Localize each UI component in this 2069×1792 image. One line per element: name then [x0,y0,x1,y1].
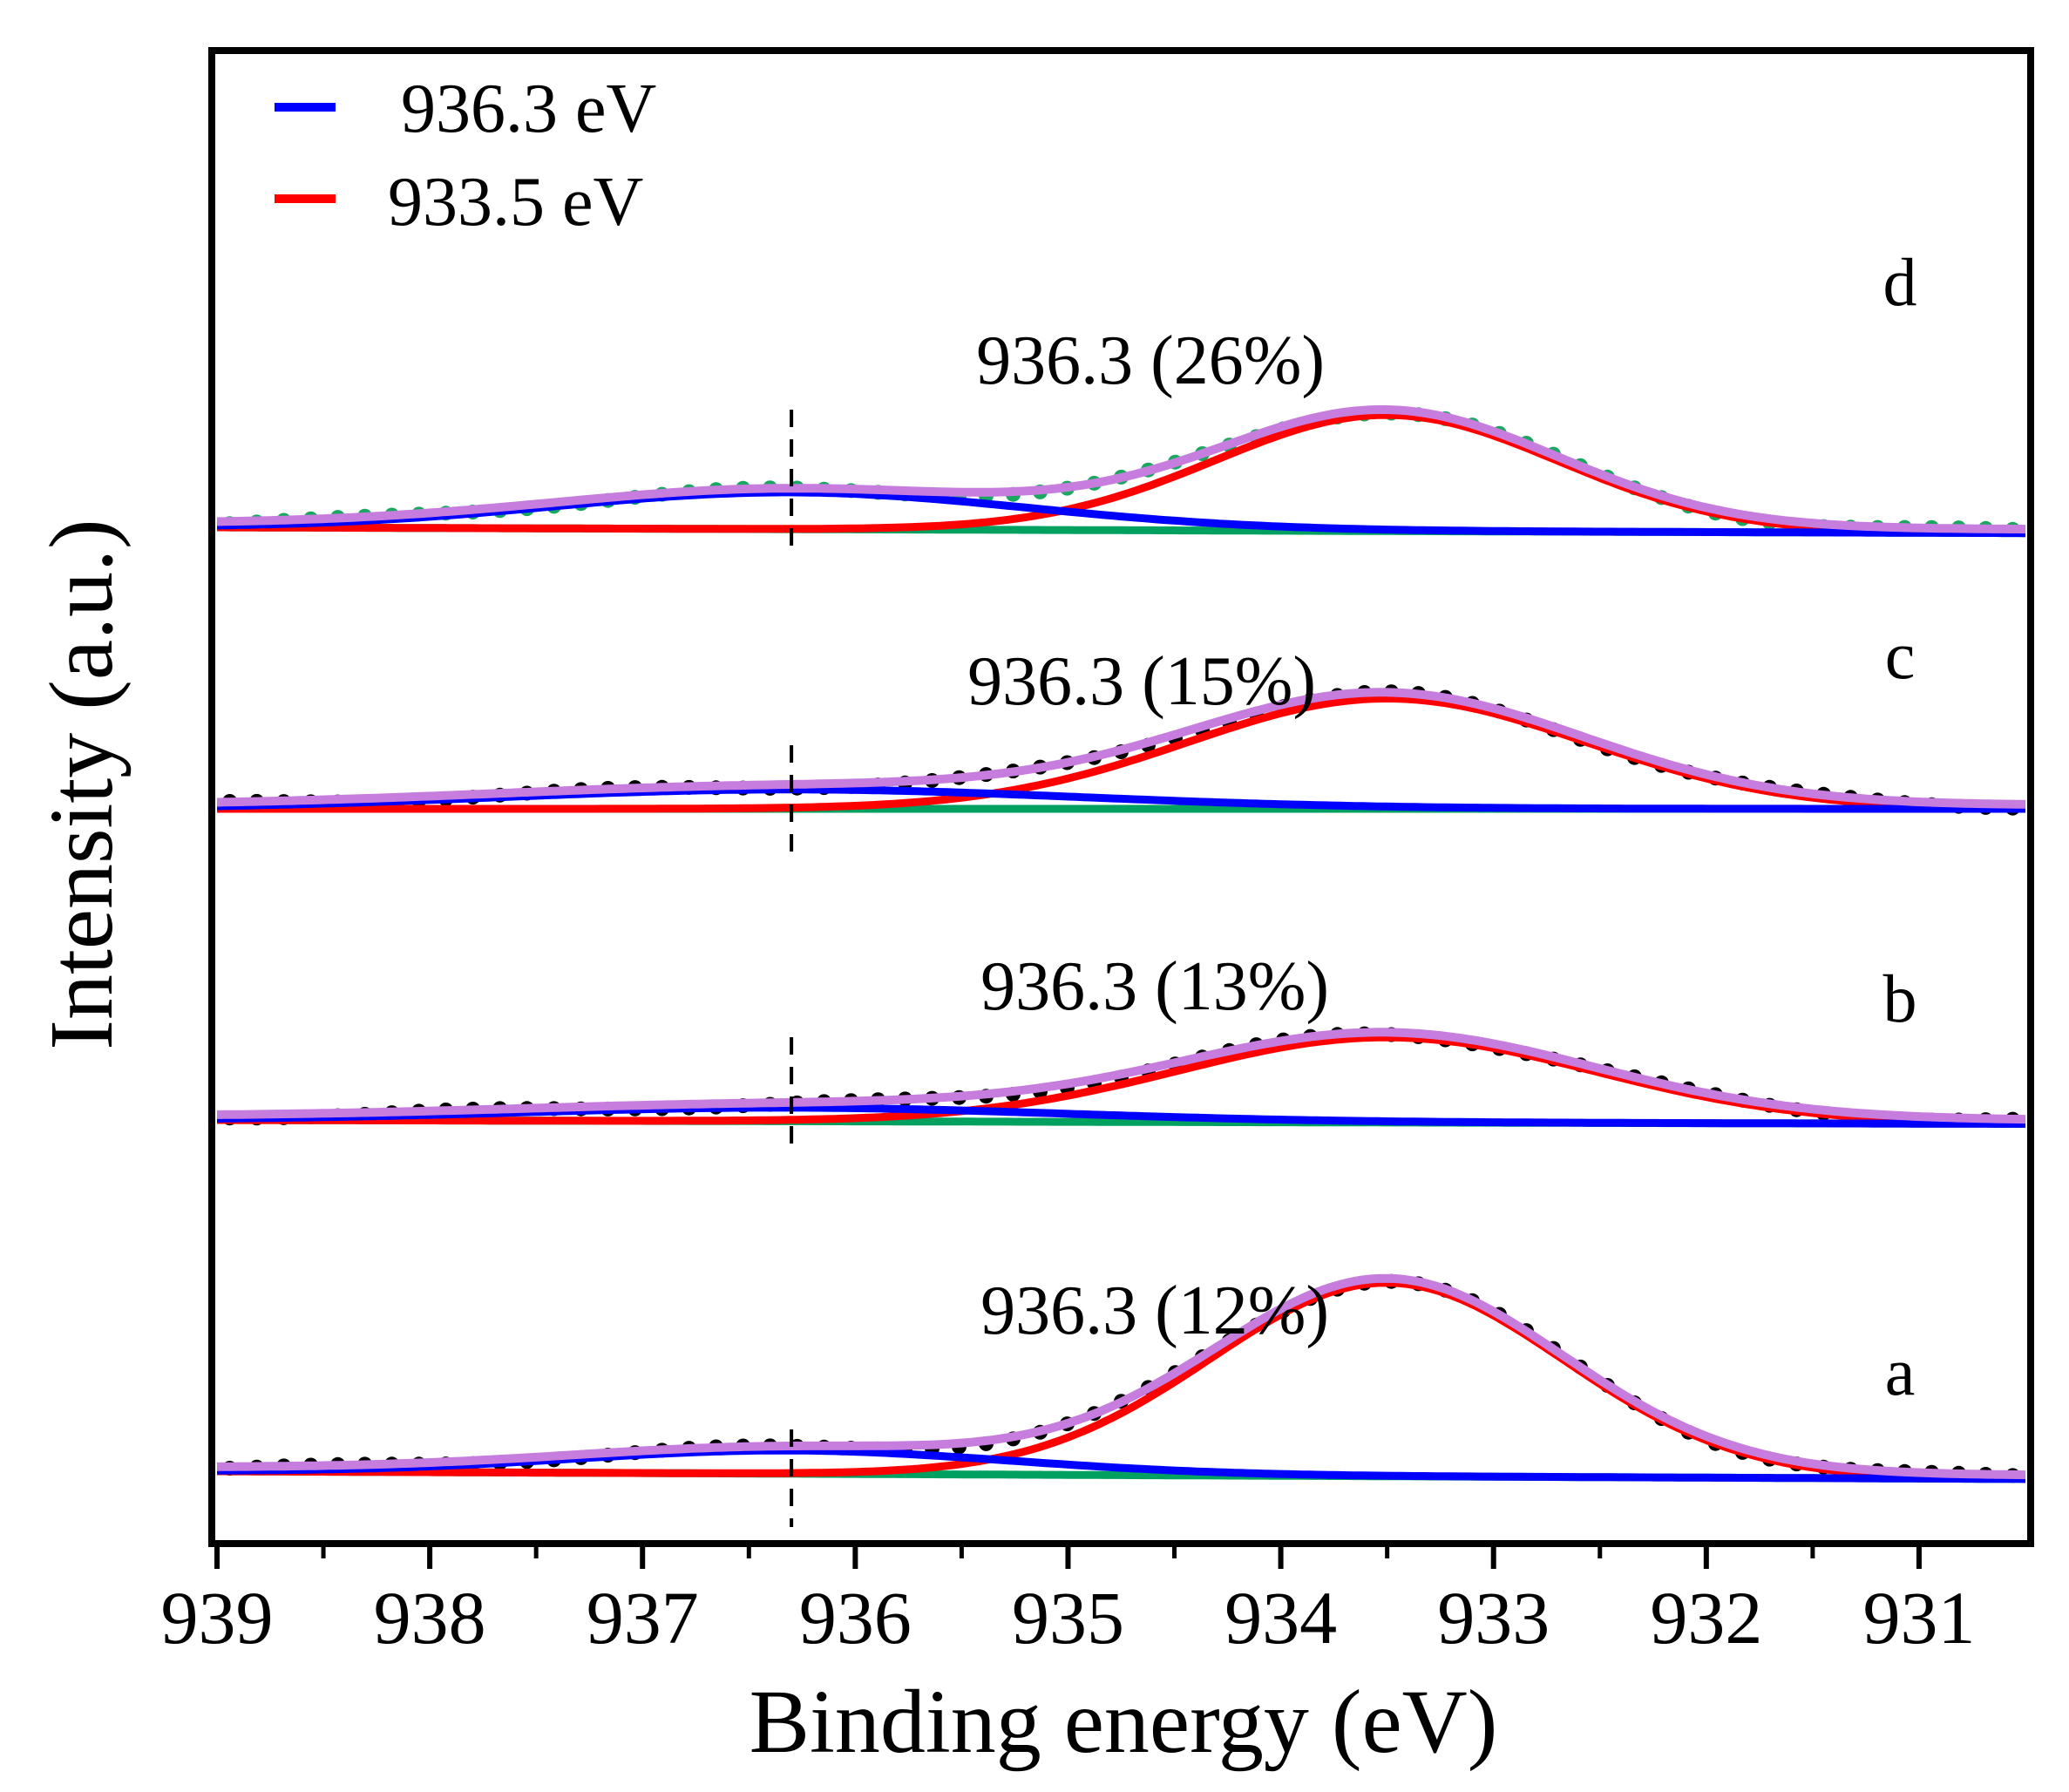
x-tick-label: 938 [374,1576,486,1660]
x-tick-label: 931 [1862,1576,1975,1660]
panel-a-envelope-line [216,1273,2026,1480]
panel-c: 936.3 (15%) c [216,617,2026,859]
panel-d: 936.3 (26%) d [216,244,2026,547]
panel-d-envelope-line [216,404,2026,534]
panel-a-letter: a [1885,1334,1916,1409]
legend-label-main: 933.5 eV [388,164,643,241]
panel-d-letter: d [1883,244,1917,320]
x-tick-label: 937 [587,1576,699,1660]
panel-b: 936.3 (13%) b [216,948,2026,1155]
panel-b-envelope-line [216,1028,2026,1124]
y-axis-title: Intensity (a.u.) [31,519,132,1049]
x-tick-label: 934 [1224,1576,1337,1660]
x-tick-label: 935 [1012,1576,1124,1660]
plot-frame [208,47,2034,1547]
panel-c-annotation: 936.3 (15%) [967,643,1316,720]
panel-c-letter: c [1885,617,1916,693]
legend: 936.3 eV 933.5 eV [275,71,656,241]
panel-c-envelope-line [216,688,2026,809]
panel-b-letter: b [1883,960,1917,1036]
x-tick-label: 932 [1650,1576,1762,1660]
x-axis-title: Binding energy (eV) [750,1672,1498,1772]
x-ticks: 939 938 937 936 935 934 933 932 931 [161,1544,1975,1660]
x-tick-label: 936 [799,1576,912,1660]
legend-label-satellite: 936.3 eV [401,71,656,147]
panel-d-annotation: 936.3 (26%) [976,322,1325,399]
x-tick-label: 939 [161,1576,274,1660]
x-tick-label: 933 [1437,1576,1550,1660]
panel-b-annotation: 936.3 (13%) [980,948,1329,1025]
panel-a-annotation: 936.3 (12%) [980,1273,1329,1349]
panel-a: 936.3 (12%) a [216,1273,2026,1527]
